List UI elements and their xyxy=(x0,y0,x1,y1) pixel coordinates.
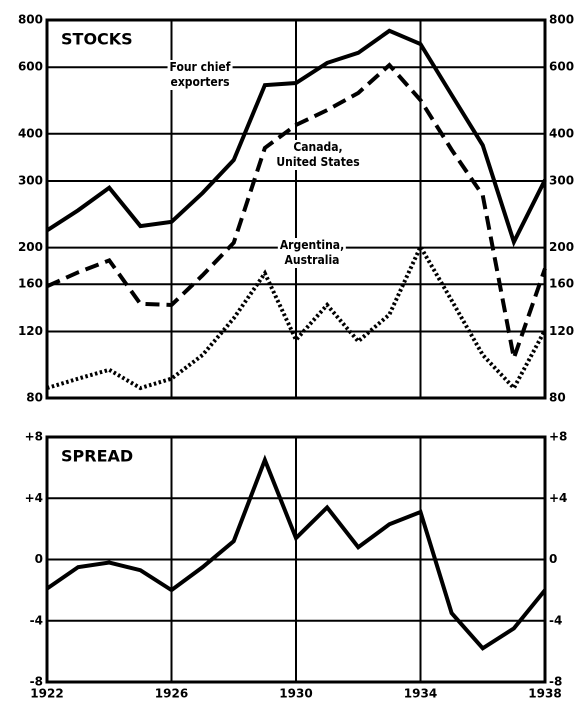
y-tick-label: 600 xyxy=(18,60,43,74)
x-tick-label: 1922 xyxy=(30,687,63,701)
y-tick-label: 800 xyxy=(549,13,574,27)
y-tick-label: +8 xyxy=(25,430,43,444)
series-label: Four chief exporters xyxy=(167,60,233,90)
y-tick-label: 80 xyxy=(549,391,566,405)
y-tick-label: 400 xyxy=(549,126,574,140)
x-tick-label: 1934 xyxy=(404,687,437,701)
y-tick-label: 200 xyxy=(18,240,43,254)
y-tick-label: 120 xyxy=(549,324,574,338)
y-tick-label: +4 xyxy=(549,491,567,505)
series-label: Argentina, Australia xyxy=(277,238,347,268)
y-tick-label: 400 xyxy=(18,126,43,140)
series-line xyxy=(46,62,547,366)
y-tick-label: +4 xyxy=(25,491,43,505)
x-tick-label: 1926 xyxy=(155,687,188,701)
y-tick-label: -8 xyxy=(30,675,43,689)
plot-frame xyxy=(45,435,547,684)
y-tick-label: 600 xyxy=(549,60,574,74)
y-tick-label: 300 xyxy=(18,174,43,188)
y-tick-label: 300 xyxy=(549,174,574,188)
y-tick-label: 80 xyxy=(26,391,43,405)
y-tick-label: -8 xyxy=(549,675,562,689)
y-tick-label: 160 xyxy=(18,277,43,291)
y-tick-label: 160 xyxy=(549,277,574,291)
series-line xyxy=(45,454,547,651)
panel-title: SPREAD xyxy=(61,447,133,466)
series-line xyxy=(46,242,547,392)
series-label: Canada, United States xyxy=(274,140,362,170)
y-tick-label: 0 xyxy=(35,552,43,566)
y-tick-label: -4 xyxy=(30,613,43,627)
panel-title: STOCKS xyxy=(61,30,133,49)
y-tick-label: -4 xyxy=(549,613,562,627)
x-tick-label: 1930 xyxy=(279,687,312,701)
plot-frame xyxy=(45,18,547,400)
y-tick-label: +8 xyxy=(549,430,567,444)
series-line xyxy=(45,28,547,248)
x-tick-label: 1938 xyxy=(528,687,561,701)
y-tick-label: 800 xyxy=(18,13,43,27)
y-tick-label: 0 xyxy=(549,552,557,566)
y-tick-label: 120 xyxy=(18,324,43,338)
y-tick-label: 200 xyxy=(549,240,574,254)
